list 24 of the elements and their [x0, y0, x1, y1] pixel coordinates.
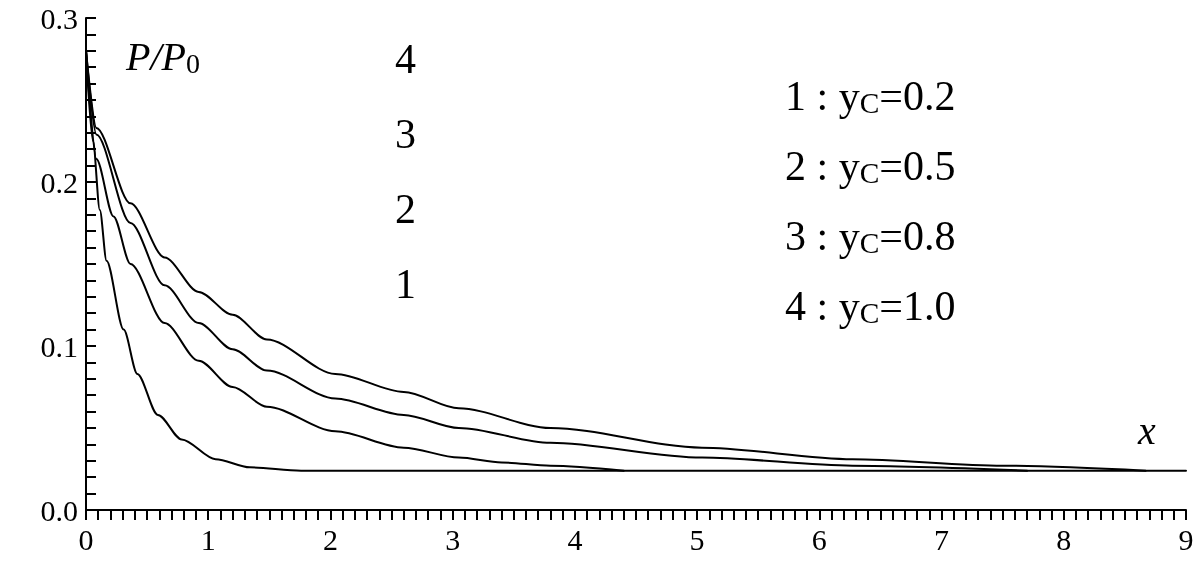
x-tick-label: 4 — [567, 522, 583, 556]
x-tick-label: 3 — [445, 522, 461, 556]
x-tick-label: 6 — [811, 522, 827, 556]
y-tick-label: 0.2 — [40, 165, 78, 199]
annotation: 4 — [395, 36, 416, 82]
y-tick-label: 0.3 — [40, 1, 78, 35]
annotation: 3 — [395, 111, 416, 157]
x-tick-label: 2 — [322, 522, 338, 556]
x-tick-label: 0 — [78, 522, 94, 556]
x-tick-label: 7 — [934, 522, 950, 556]
x-axis-title: x — [1137, 407, 1156, 453]
x-tick-label: 1 — [200, 522, 216, 556]
x-tick-label: 5 — [689, 522, 705, 556]
y-tick-label: 0.0 — [40, 493, 78, 527]
annotation: 1 : yC=0.2 — [785, 73, 956, 120]
x-tick-label: 9 — [1178, 522, 1194, 556]
annotation: 2 : yC=0.5 — [785, 143, 956, 190]
x-tick-label: 8 — [1056, 522, 1072, 556]
annotation: 4 : yC=1.0 — [785, 283, 956, 330]
annotation: 2 — [395, 186, 416, 232]
y-tick-label: 0.1 — [40, 329, 78, 363]
annotation: 1 — [395, 261, 416, 307]
y-axis-title: P/P0 — [125, 33, 200, 79]
annotation: 3 : yC=0.8 — [785, 213, 956, 260]
